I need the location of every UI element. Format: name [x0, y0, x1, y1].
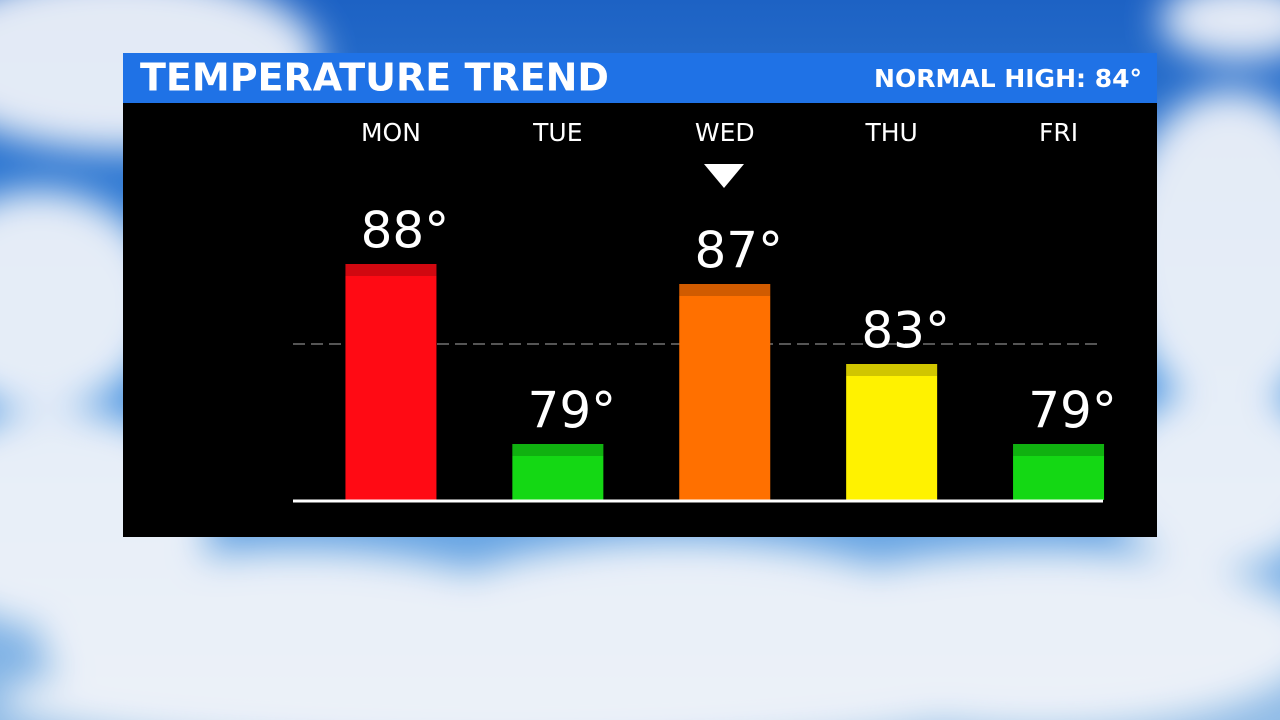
chart-title: TEMPERATURE TREND — [140, 56, 609, 100]
value-label: 83° — [861, 302, 950, 360]
bar — [512, 444, 604, 500]
panel — [123, 103, 1157, 537]
x-tick-label: MON — [361, 118, 421, 147]
bar — [345, 264, 437, 500]
x-tick-label: WED — [695, 118, 755, 147]
header-bar — [123, 53, 1157, 103]
bar-cap — [512, 444, 604, 456]
bar-cap — [345, 264, 437, 276]
bar — [846, 364, 938, 500]
today-marker — [704, 164, 744, 188]
x-tick-label: TUE — [532, 118, 582, 147]
chart-subtitle: NORMAL HIGH: 84° — [874, 64, 1142, 93]
bar — [679, 284, 771, 500]
bar-cap — [1013, 444, 1105, 456]
value-label: 79° — [528, 382, 617, 440]
value-label: 88° — [361, 202, 450, 260]
x-tick-label: FRI — [1039, 118, 1078, 147]
x-tick-label: THU — [864, 118, 917, 147]
bar — [1013, 444, 1105, 500]
bar-cap — [679, 284, 771, 296]
value-label: 87° — [694, 222, 783, 280]
value-label: 79° — [1028, 382, 1117, 440]
bar-cap — [846, 364, 938, 376]
